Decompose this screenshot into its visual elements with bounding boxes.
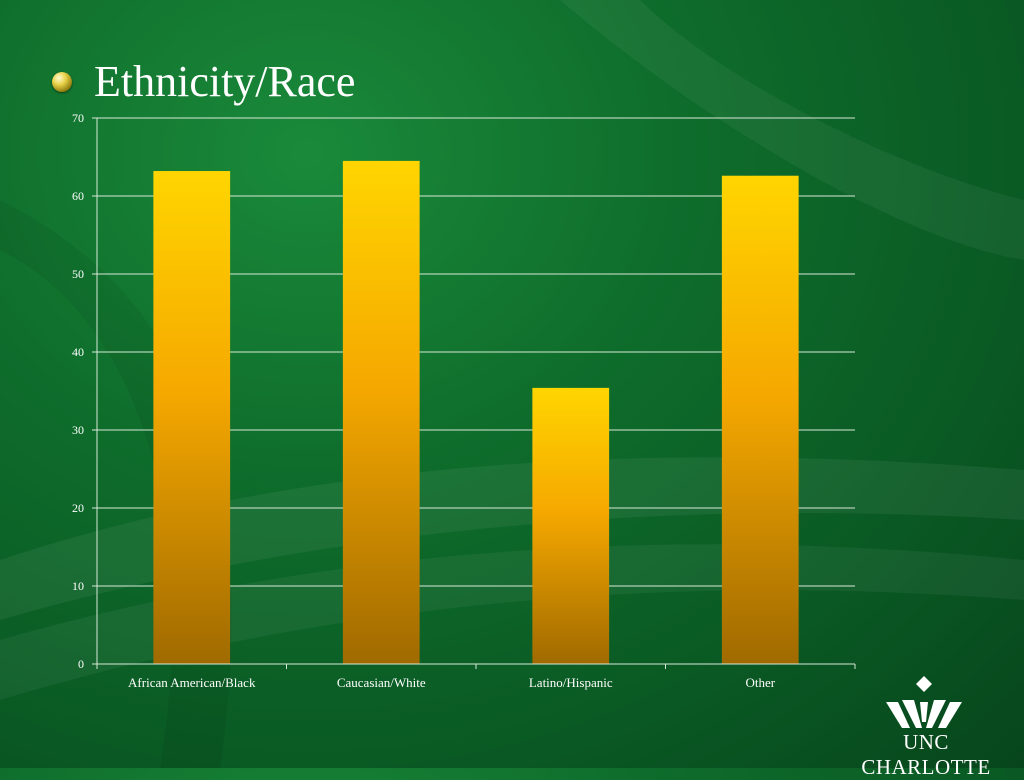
x-tick-label: Latino/Hispanic [529,675,613,690]
y-tick-label: 30 [72,423,84,437]
y-tick-label: 10 [72,579,84,593]
title-row: Ethnicity/Race [52,56,355,108]
bars [153,160,799,665]
y-tick-labels: 0 10 20 30 40 50 60 70 [72,111,84,671]
y-tick-label: 50 [72,267,84,281]
bar [532,387,610,664]
bar [342,160,420,664]
y-tick-label: 0 [78,657,84,671]
y-tick-label: 70 [72,111,84,125]
bullet-icon [52,72,72,92]
y-tick-label: 20 [72,501,84,515]
slide-title: Ethnicity/Race [94,57,356,106]
unc-charlotte-logo-icon [886,676,962,728]
y-tick-label: 40 [72,345,84,359]
x-tick-labels: African American/Black Caucasian/White Lat… [128,675,776,690]
x-tick-label: Caucasian/White [337,675,426,690]
logo-text: UNC CHARLOTTE [861,730,991,779]
axes [92,117,856,669]
bar [153,171,231,665]
y-tick-label: 60 [72,189,84,203]
bar [721,175,799,664]
x-tick-label: Other [745,675,775,690]
x-tick-label: African American/Black [128,675,256,690]
